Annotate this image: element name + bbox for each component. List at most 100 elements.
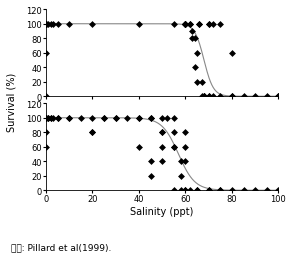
Point <box>78 116 83 120</box>
Point <box>171 145 176 149</box>
Point <box>90 131 95 135</box>
Point <box>202 95 206 99</box>
Point <box>179 174 183 178</box>
Point <box>206 188 211 193</box>
Point <box>164 116 169 120</box>
Point <box>183 160 188 164</box>
Point <box>183 188 188 193</box>
Point <box>171 145 176 149</box>
Point <box>44 95 48 99</box>
Point <box>46 116 51 120</box>
Point <box>148 160 153 164</box>
Point <box>230 95 234 99</box>
Point <box>160 131 164 135</box>
Point <box>171 116 176 120</box>
Point <box>55 116 60 120</box>
Point <box>44 116 48 120</box>
Point <box>90 116 95 120</box>
Point <box>195 188 199 193</box>
Point <box>160 116 164 120</box>
Point <box>44 116 48 120</box>
X-axis label: Salinity (ppt): Salinity (ppt) <box>131 207 194 216</box>
Point <box>183 23 188 27</box>
Point <box>44 23 48 27</box>
Point <box>113 116 118 120</box>
Point <box>206 95 211 99</box>
Point <box>253 95 257 99</box>
Point <box>218 188 223 193</box>
Point <box>206 95 211 99</box>
Point <box>148 116 153 120</box>
Point <box>183 131 188 135</box>
Point <box>148 174 153 178</box>
Point <box>188 23 192 27</box>
Point <box>276 188 281 193</box>
Point <box>264 188 269 193</box>
Point <box>44 23 48 27</box>
Point <box>44 116 48 120</box>
Point <box>183 23 188 27</box>
Point <box>125 116 129 120</box>
Point <box>46 116 51 120</box>
Point <box>230 188 234 193</box>
Point <box>192 37 197 41</box>
Point <box>67 23 71 27</box>
Point <box>190 30 195 34</box>
Point <box>188 188 192 193</box>
Point <box>206 23 211 27</box>
Point <box>137 23 141 27</box>
Point <box>211 95 216 99</box>
Point <box>211 23 216 27</box>
Point <box>67 116 71 120</box>
Point <box>195 188 199 193</box>
Point <box>183 145 188 149</box>
Point <box>202 95 206 99</box>
Point <box>183 23 188 27</box>
Point <box>192 66 197 70</box>
Point <box>137 116 141 120</box>
Point <box>199 95 204 99</box>
Point <box>48 23 53 27</box>
Point <box>67 116 71 120</box>
Point <box>137 145 141 149</box>
Point <box>51 116 55 120</box>
Point <box>90 131 95 135</box>
Point <box>179 160 183 164</box>
Point <box>44 116 48 120</box>
Point <box>148 116 153 120</box>
Point <box>241 95 246 99</box>
Point <box>48 116 53 120</box>
Point <box>218 23 223 27</box>
Point <box>171 23 176 27</box>
Point <box>160 145 164 149</box>
Point <box>276 95 281 99</box>
Point <box>51 23 55 27</box>
Point <box>183 23 188 27</box>
Point <box>264 95 269 99</box>
Point <box>44 131 48 135</box>
Point <box>44 52 48 56</box>
Point <box>183 23 188 27</box>
Point <box>195 52 199 56</box>
Point <box>206 23 211 27</box>
Point <box>179 188 183 193</box>
Point <box>197 23 202 27</box>
Point <box>190 37 195 41</box>
Point <box>48 116 53 120</box>
Text: Survival (%): Survival (%) <box>7 72 16 131</box>
Point <box>113 116 118 120</box>
Point <box>44 145 48 149</box>
Point <box>171 188 176 193</box>
Point <box>44 23 48 27</box>
Point <box>44 23 48 27</box>
Text: 자료: Pillard et al(1999).: 자료: Pillard et al(1999). <box>11 243 112 251</box>
Point <box>230 52 234 56</box>
Point <box>55 23 60 27</box>
Point <box>199 80 204 84</box>
Point <box>230 95 234 99</box>
Point <box>55 116 60 120</box>
Point <box>137 116 141 120</box>
Point <box>171 131 176 135</box>
Point <box>44 23 48 27</box>
Point <box>102 116 106 120</box>
